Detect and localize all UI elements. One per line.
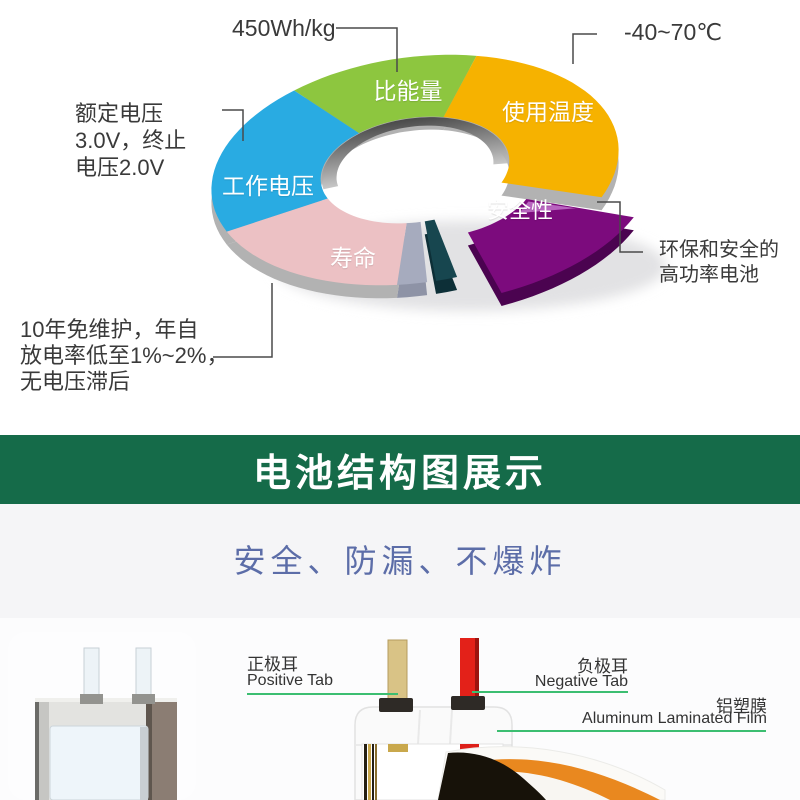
positive-tab-pointer-line	[247, 693, 398, 695]
slice-label-specific-energy: 比能量	[373, 78, 443, 104]
donut-top-surface	[211, 54, 634, 293]
label-negative-tab-en: Negative Tab	[534, 673, 628, 690]
annotation-temperature: -40~70℃	[624, 19, 723, 45]
negative-tab-red	[460, 638, 479, 704]
structure-headline: 安全、防漏、不爆炸	[233, 543, 567, 579]
feature-donut-chart	[211, 27, 666, 358]
annotation-lifetime: 10年免维护，年自 放电率低至1%~2%， 无电压滞后	[20, 317, 229, 394]
slice-label-safety: 安全性	[486, 198, 554, 223]
pouch-cell-photo-right	[354, 638, 666, 800]
laminated-film-black-layer	[438, 752, 546, 800]
positive-tab-seal	[379, 698, 413, 712]
left-cell-tab-1	[83, 647, 100, 701]
annotation-connector-lines	[213, 27, 643, 358]
aluminum-film-pointer-line	[497, 730, 766, 732]
left-cell-tab-2	[135, 647, 152, 701]
negative-tab-pointer-line	[472, 691, 628, 693]
label-negative-tab-zh: 负极耳	[577, 657, 628, 676]
pouch-cell-photo-left	[8, 632, 196, 800]
section-title: 电池结构图展示	[252, 453, 547, 495]
annotation-safety: 环保和安全的 高功率电池	[659, 239, 779, 286]
slice-label-temperature: 使用温度	[502, 99, 594, 125]
annotation-specific-energy: 450Wh/kg	[232, 15, 336, 41]
label-positive-tab-en: Positive Tab	[247, 672, 333, 689]
label-aluminum-film-en: Aluminum Laminated Film	[582, 710, 767, 727]
section-title-banner: 电池结构图展示	[0, 435, 800, 504]
left-cell-body	[49, 725, 149, 800]
slice-label-voltage: 工作电压	[222, 173, 314, 199]
label-aluminum-film-zh: 铝塑膜	[716, 697, 767, 716]
negative-tab-seal	[451, 696, 485, 710]
annotation-voltage: 额定电压 3.0V，终止 电压2.0V	[75, 101, 187, 180]
slice-label-lifetime: 寿命	[330, 245, 376, 271]
battery-structure-figure	[8, 632, 666, 800]
label-positive-tab-zh: 正极耳	[247, 655, 298, 674]
